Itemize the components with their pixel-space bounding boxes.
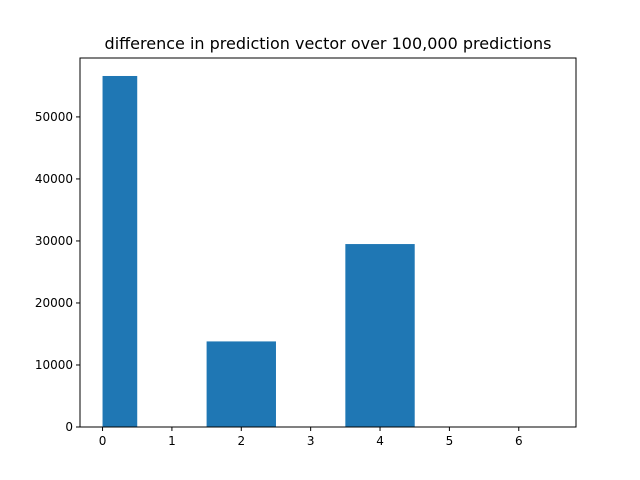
x-tick-label-1: 1 [168,434,176,448]
x-tick-label-5: 5 [446,434,454,448]
x-tick-label-0: 0 [99,434,107,448]
x-tick-label-3: 3 [307,434,315,448]
x-tick-label-2: 2 [237,434,245,448]
bar-1 [206,341,276,427]
plot-frame [79,57,577,428]
y-axis: 0 10000 20000 30000 40000 50000 [35,110,80,434]
x-tick-label-6: 6 [515,434,523,448]
bar-2 [345,244,415,427]
y-tick-label-40000: 40000 [35,172,73,186]
y-tick-label-50000: 50000 [35,110,73,124]
y-tick-label-30000: 30000 [35,234,73,248]
x-axis: 0 1 2 3 4 5 6 [99,427,523,448]
bars-group [102,75,415,428]
bar-0 [102,75,138,428]
y-tick-label-10000: 10000 [35,358,73,372]
chart-title: difference in prediction vector over 100… [105,34,552,53]
y-tick-label-0: 0 [65,420,73,434]
x-tick-label-4: 4 [376,434,384,448]
y-tick-label-20000: 20000 [35,296,73,310]
